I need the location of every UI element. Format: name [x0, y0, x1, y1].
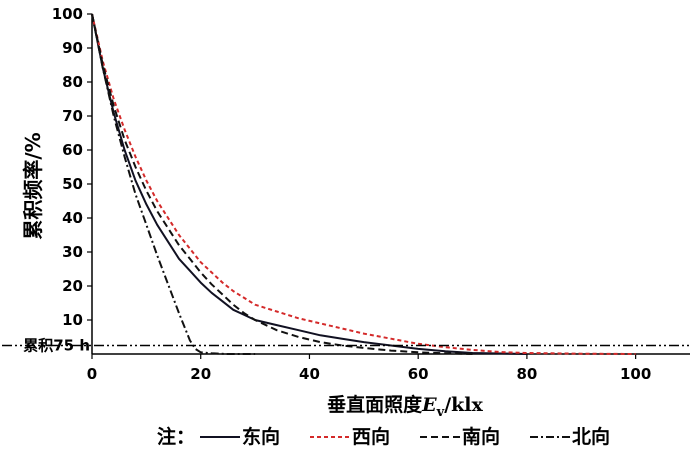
y-tick-label: 30 — [62, 243, 83, 261]
y-tick-label: 80 — [62, 73, 83, 91]
y-tick-label: 70 — [62, 107, 83, 125]
legend-label-1: 东向 — [242, 425, 280, 448]
y-axis-label: 累积频率/% — [21, 132, 45, 239]
x-ticks: 0 20 40 60 80 100 — [87, 354, 651, 383]
series-line-1 — [91, 13, 527, 355]
x-axis-label-unit: /klx — [444, 394, 483, 416]
x-axis-label-variable: E — [421, 394, 437, 416]
legend-label-4: 北向 — [572, 425, 610, 448]
series-line-2 — [91, 13, 636, 355]
series-line-4 — [91, 13, 256, 355]
x-tick-label: 40 — [299, 365, 320, 383]
x-axis-label-text: 垂直面照度 — [327, 393, 423, 416]
legend-label-2: 西向 — [352, 425, 390, 448]
y-tick-label: 90 — [62, 39, 83, 57]
legend-prefix: 注： — [157, 425, 195, 448]
series-line-3 — [91, 13, 473, 355]
x-tick-label: 0 — [87, 365, 97, 383]
x-tick-label: 100 — [620, 365, 651, 383]
reference-line-label: 累积75 h — [23, 337, 90, 355]
y-tick-label: 50 — [62, 175, 83, 193]
plot-area: 10 20 30 40 50 60 70 80 90 100 0 20 40 60 80 100 累积75 … — [2, 5, 690, 383]
y-tick-label: 60 — [62, 141, 83, 159]
y-tick-label: 10 — [62, 311, 83, 329]
legend: 注： 东向 西向 南向 北向 — [157, 425, 610, 448]
legend-label-3: 南向 — [462, 425, 500, 448]
x-tick-label: 80 — [516, 365, 537, 383]
y-tick-label: 40 — [62, 209, 83, 227]
series-layer — [91, 13, 636, 355]
y-tick-label: 20 — [62, 277, 83, 295]
x-tick-label: 60 — [408, 365, 429, 383]
x-axis-label: 垂直面照度Ev/klx — [327, 393, 483, 420]
x-tick-label: 20 — [190, 365, 211, 383]
x-axis-label-subscript: v — [436, 405, 445, 420]
y-tick-label: 100 — [52, 5, 83, 23]
y-ticks: 10 20 30 40 50 60 70 80 90 100 — [52, 5, 92, 329]
